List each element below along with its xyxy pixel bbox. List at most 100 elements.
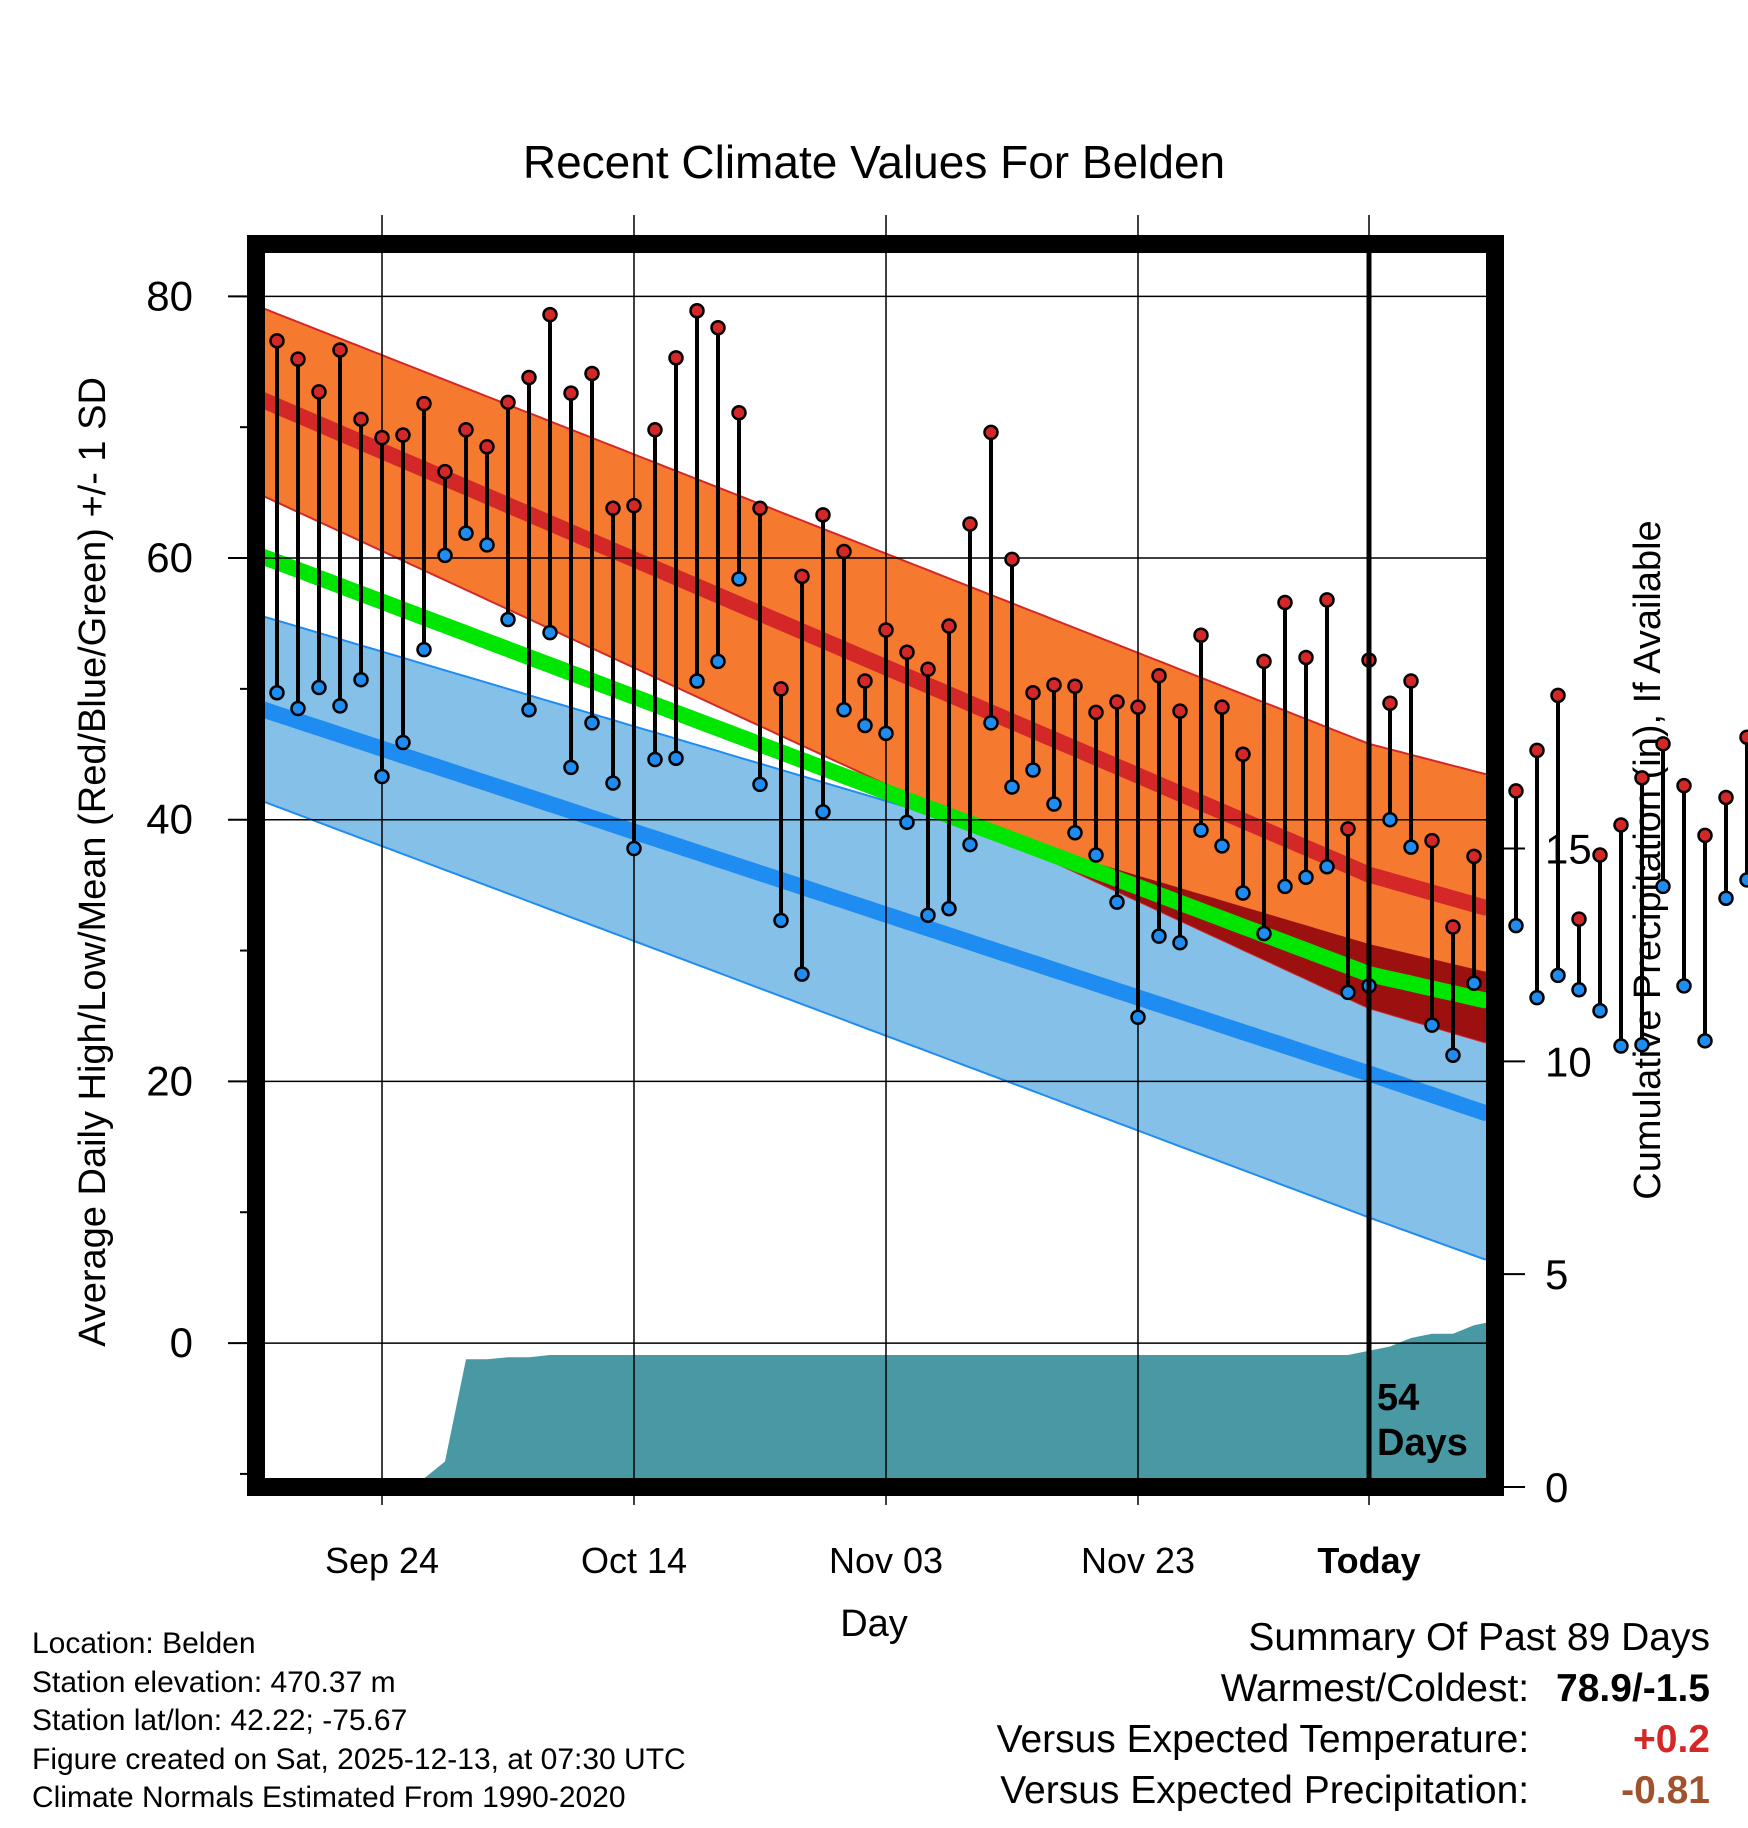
- elevation-text: Station elevation: 470.37 m: [32, 1665, 396, 1699]
- daily-low-point: [920, 907, 936, 923]
- daily-low-point: [1592, 1002, 1608, 1019]
- daily-high-point: [689, 302, 705, 319]
- daily-low-point: [647, 751, 663, 768]
- daily-low-point: [1550, 967, 1566, 984]
- daily-low-point: [311, 679, 327, 696]
- daily-low-point: [815, 804, 831, 820]
- created-text: Figure created on Sat, 2025-12-13, at 07…: [32, 1742, 686, 1776]
- summary-warm-cold: Warmest/Coldest: 78.9/-1.5: [997, 1663, 1710, 1714]
- daily-high-point: [1004, 551, 1020, 568]
- daily-low-point: [1235, 885, 1251, 901]
- daily-high-point: [857, 673, 873, 689]
- y2-tick-label: 15: [1545, 825, 1592, 872]
- daily-high-point: [899, 644, 915, 660]
- x-tick-label: Sep 24: [325, 1540, 439, 1581]
- daily-low-point: [710, 653, 726, 670]
- warm-cold-label: Warmest/Coldest:: [1220, 1667, 1530, 1710]
- high-sd-band: [256, 304, 1495, 1044]
- daily-low-point: [731, 571, 747, 587]
- daily-high-point: [1277, 594, 1293, 611]
- location-text: Location: Belden: [32, 1627, 256, 1660]
- daily-high-point: [374, 429, 390, 446]
- daily-high-point: [1550, 687, 1566, 704]
- daily-low-point: [584, 715, 600, 731]
- y-tick-label: 60: [146, 534, 193, 581]
- daily-low-point: [563, 759, 579, 776]
- y2-tick-label: 5: [1545, 1251, 1568, 1298]
- daily-low-point: [1718, 890, 1734, 906]
- daily-high-point: [332, 342, 348, 358]
- daily-high-point: [647, 422, 663, 438]
- daily-low-point: [1277, 878, 1293, 895]
- daily-low-point: [983, 715, 999, 731]
- daily-high-point: [416, 395, 432, 412]
- plot-frame: [247, 235, 1504, 1496]
- y-axis-label: Average Daily High/Low/Mean (Red/Blue/Gr…: [72, 377, 114, 1347]
- daily-high-point: [1424, 832, 1440, 849]
- daily-low-point: [1172, 934, 1188, 951]
- daily-high-point: [437, 463, 453, 480]
- daily-high-point: [1088, 704, 1104, 721]
- daily-low-point: [962, 836, 978, 853]
- daily-low-point: [1319, 859, 1335, 875]
- daily-high-point: [269, 333, 285, 349]
- x-axis-label: Day: [840, 1603, 908, 1645]
- daily-low-point: [752, 776, 768, 793]
- daily-high-point: [1529, 742, 1545, 759]
- warm-cold-value: 78.9/-1.5: [1556, 1667, 1710, 1710]
- daily-high-point: [542, 306, 558, 323]
- daily-high-point: [395, 427, 411, 443]
- daily-low-point: [689, 673, 705, 689]
- today-days-label: Days: [1377, 1422, 1468, 1464]
- daily-low-point: [416, 641, 432, 658]
- x-tick-label: Nov 03: [829, 1540, 943, 1581]
- daily-high-point: [479, 439, 495, 455]
- temp-value: +0.2: [1633, 1718, 1710, 1761]
- station-info: Location: Belden Station elevation: 470.…: [32, 1625, 686, 1818]
- daily-high-point: [1046, 677, 1062, 693]
- daily-high-point: [1214, 699, 1230, 715]
- daily-low-point: [1571, 982, 1587, 998]
- daily-high-point: [1382, 695, 1398, 712]
- daily-high-point: [563, 385, 579, 401]
- daily-high-point: [1571, 911, 1587, 927]
- daily-low-point: [1634, 1037, 1650, 1053]
- daily-low-point: [1067, 825, 1083, 841]
- y2-tick-label: 0: [1545, 1464, 1568, 1511]
- daily-low-point: [521, 702, 537, 718]
- daily-high-point: [731, 405, 747, 421]
- daily-high-point: [353, 411, 369, 428]
- daily-low-point: [542, 624, 558, 641]
- daily-low-point: [374, 768, 390, 785]
- daily-low-point: [1193, 822, 1209, 838]
- summary-precip: Versus Expected Precipitation: -0.81: [997, 1765, 1710, 1816]
- daily-low-point: [1445, 1047, 1461, 1063]
- daily-high-point: [1235, 746, 1251, 763]
- mean-normal-line: [256, 546, 1495, 1009]
- daily-low-point: [1004, 779, 1020, 795]
- low-normal-line: [256, 699, 1495, 1121]
- daily-low-point: [941, 900, 957, 917]
- chart-title: Recent Climate Values For Belden: [523, 136, 1225, 188]
- daily-high-point: [1739, 729, 1748, 746]
- daily-low-point: [1298, 869, 1314, 886]
- daily-high-point: [668, 350, 684, 366]
- daily-low-point: [1109, 894, 1125, 910]
- daily-low-point: [1088, 847, 1104, 863]
- daily-high-point: [1025, 685, 1041, 701]
- daily-high-point: [1508, 783, 1524, 799]
- daily-low-point: [794, 966, 810, 982]
- x-tick-label: Today: [1317, 1540, 1420, 1581]
- daily-low-point: [1214, 838, 1230, 854]
- y-tick-label: 0: [170, 1319, 193, 1366]
- daily-low-point: [773, 912, 789, 929]
- latlon-text: Station lat/lon: 42.22; -75.67: [32, 1704, 408, 1737]
- daily-high-point: [1634, 770, 1650, 786]
- daily-low-point: [395, 734, 411, 751]
- daily-high-point: [1130, 699, 1146, 715]
- temp-label: Versus Expected Temperature:: [996, 1718, 1530, 1761]
- daily-low-point: [668, 750, 684, 766]
- plot-clipped: [256, 304, 1495, 1487]
